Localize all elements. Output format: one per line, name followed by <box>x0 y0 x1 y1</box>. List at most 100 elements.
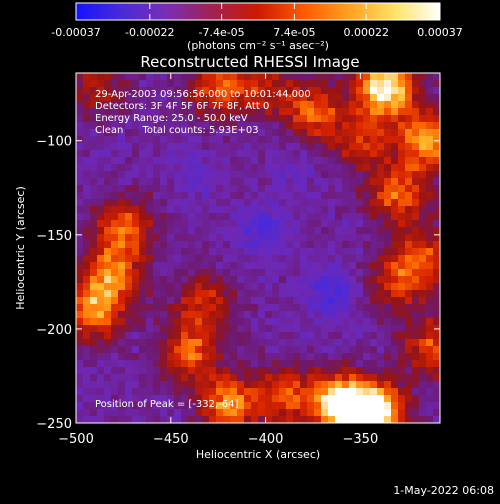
heatmap-pixel <box>258 311 265 318</box>
heatmap-pixel <box>153 269 160 276</box>
heatmap-pixel <box>104 325 111 332</box>
heatmap-pixel <box>349 80 356 87</box>
heatmap-pixel <box>328 332 335 339</box>
heatmap-pixel <box>153 220 160 227</box>
heatmap-pixel <box>244 276 251 283</box>
heatmap-pixel <box>314 402 321 409</box>
heatmap-pixel <box>328 80 335 87</box>
heatmap-pixel <box>307 178 314 185</box>
heatmap-pixel <box>97 332 104 339</box>
heatmap-pixel <box>209 206 216 213</box>
heatmap-pixel <box>132 290 139 297</box>
heatmap-pixel <box>76 73 83 80</box>
heatmap-pixel <box>111 276 118 283</box>
heatmap-pixel <box>300 87 307 94</box>
heatmap-pixel <box>258 115 265 122</box>
heatmap-pixel <box>377 248 384 255</box>
heatmap-pixel <box>293 80 300 87</box>
heatmap-pixel <box>356 409 363 416</box>
heatmap-pixel <box>328 402 335 409</box>
heatmap-pixel <box>412 143 419 150</box>
heatmap-pixel <box>237 381 244 388</box>
heatmap-pixel <box>433 402 440 409</box>
heatmap-pixel <box>251 360 258 367</box>
heatmap-pixel <box>321 164 328 171</box>
heatmap-pixel <box>412 262 419 269</box>
heatmap-pixel <box>160 192 167 199</box>
heatmap-pixel <box>363 374 370 381</box>
heatmap-pixel <box>244 115 251 122</box>
heatmap-pixel <box>321 409 328 416</box>
heatmap-pixel <box>314 157 321 164</box>
heatmap-pixel <box>223 115 230 122</box>
heatmap-pixel <box>356 283 363 290</box>
heatmap-pixel <box>405 248 412 255</box>
heatmap-pixel <box>412 325 419 332</box>
heatmap-pixel <box>181 255 188 262</box>
heatmap-pixel <box>118 402 125 409</box>
heatmap-pixel <box>279 241 286 248</box>
heatmap-pixel <box>104 178 111 185</box>
heatmap-pixel <box>321 192 328 199</box>
heatmap-pixel <box>293 346 300 353</box>
heatmap-pixel <box>167 269 174 276</box>
heatmap-pixel <box>90 164 97 171</box>
heatmap-pixel <box>153 199 160 206</box>
heatmap-pixel <box>230 248 237 255</box>
colorbar: -0.00037 -0.00022 -7.4e-05 7.4e-05 0.00022 0.… <box>51 2 463 52</box>
heatmap-pixel <box>153 402 160 409</box>
heatmap-pixel <box>405 164 412 171</box>
heatmap-pixel <box>223 346 230 353</box>
heatmap-pixel <box>258 409 265 416</box>
heatmap-pixel <box>188 206 195 213</box>
heatmap-pixel <box>384 241 391 248</box>
heatmap-pixel <box>342 276 349 283</box>
heatmap-pixel <box>202 381 209 388</box>
heatmap-pixel <box>265 360 272 367</box>
heatmap-pixel <box>419 283 426 290</box>
heatmap-pixel <box>139 157 146 164</box>
heatmap-pixel <box>286 395 293 402</box>
heatmap-pixel <box>370 87 377 94</box>
heatmap-pixel <box>146 381 153 388</box>
heatmap-pixel <box>90 374 97 381</box>
heatmap-pixel <box>111 73 118 80</box>
heatmap-pixel <box>279 150 286 157</box>
heatmap-pixel <box>237 241 244 248</box>
heatmap-pixel <box>391 213 398 220</box>
heatmap-pixel <box>251 304 258 311</box>
heatmap-pixel <box>293 192 300 199</box>
heatmap-pixel <box>202 143 209 150</box>
heatmap-pixel <box>125 248 132 255</box>
heatmap-pixel <box>377 171 384 178</box>
heatmap-pixel <box>230 143 237 150</box>
heatmap-pixel <box>405 185 412 192</box>
heatmap-pixel <box>258 136 265 143</box>
heatmap-pixel <box>153 241 160 248</box>
heatmap-pixel <box>83 234 90 241</box>
heatmap-pixel <box>76 367 83 374</box>
heatmap-pixel <box>328 283 335 290</box>
heatmap-pixel <box>426 381 433 388</box>
heatmap-pixel <box>216 192 223 199</box>
heatmap-pixel <box>419 255 426 262</box>
heatmap-pixel <box>83 395 90 402</box>
heatmap-pixel <box>174 255 181 262</box>
heatmap-pixel <box>335 122 342 129</box>
heatmap-pixel <box>258 80 265 87</box>
heatmap-pixel <box>335 143 342 150</box>
heatmap-pixel <box>405 304 412 311</box>
heatmap-pixel <box>251 192 258 199</box>
heatmap-pixel <box>314 143 321 150</box>
heatmap-pixel <box>328 171 335 178</box>
heatmap-pixel <box>104 416 111 423</box>
heatmap-pixel <box>90 395 97 402</box>
heatmap-pixel <box>286 129 293 136</box>
heatmap-pixel <box>300 115 307 122</box>
heatmap-pixel <box>405 395 412 402</box>
heatmap-pixel <box>181 290 188 297</box>
heatmap-pixel <box>405 388 412 395</box>
heatmap-pixel <box>209 199 216 206</box>
heatmap-pixel <box>90 171 97 178</box>
heatmap-pixel <box>314 178 321 185</box>
